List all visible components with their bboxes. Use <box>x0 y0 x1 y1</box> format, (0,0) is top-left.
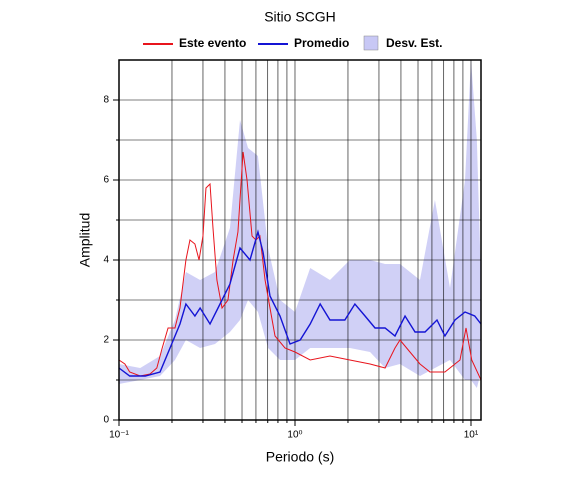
y-tick-label: 0 <box>103 415 109 426</box>
legend-label: Desv. Est. <box>386 36 442 50</box>
chart-title: Sitio SCGH <box>264 9 336 25</box>
legend-label: Este evento <box>179 36 246 50</box>
y-tick-label: 8 <box>103 95 109 106</box>
y-tick-label: 2 <box>103 335 109 346</box>
x-axis-label: Periodo (s) <box>266 449 334 465</box>
y-axis-label: Amplitud <box>77 213 93 267</box>
series-line <box>118 151 482 381</box>
y-tick-label: 4 <box>103 255 109 266</box>
x-tick-label: 10⁰ <box>287 430 302 441</box>
legend-label: Promedio <box>294 36 349 50</box>
y-tick-label: 6 <box>103 175 109 186</box>
x-tick-label: 10¹ <box>464 430 479 441</box>
std-band <box>119 60 481 388</box>
legend-swatch <box>363 35 379 51</box>
series-line <box>118 229 482 377</box>
plot-frame <box>118 59 482 421</box>
x-tick-label: 10⁻¹ <box>109 430 129 441</box>
